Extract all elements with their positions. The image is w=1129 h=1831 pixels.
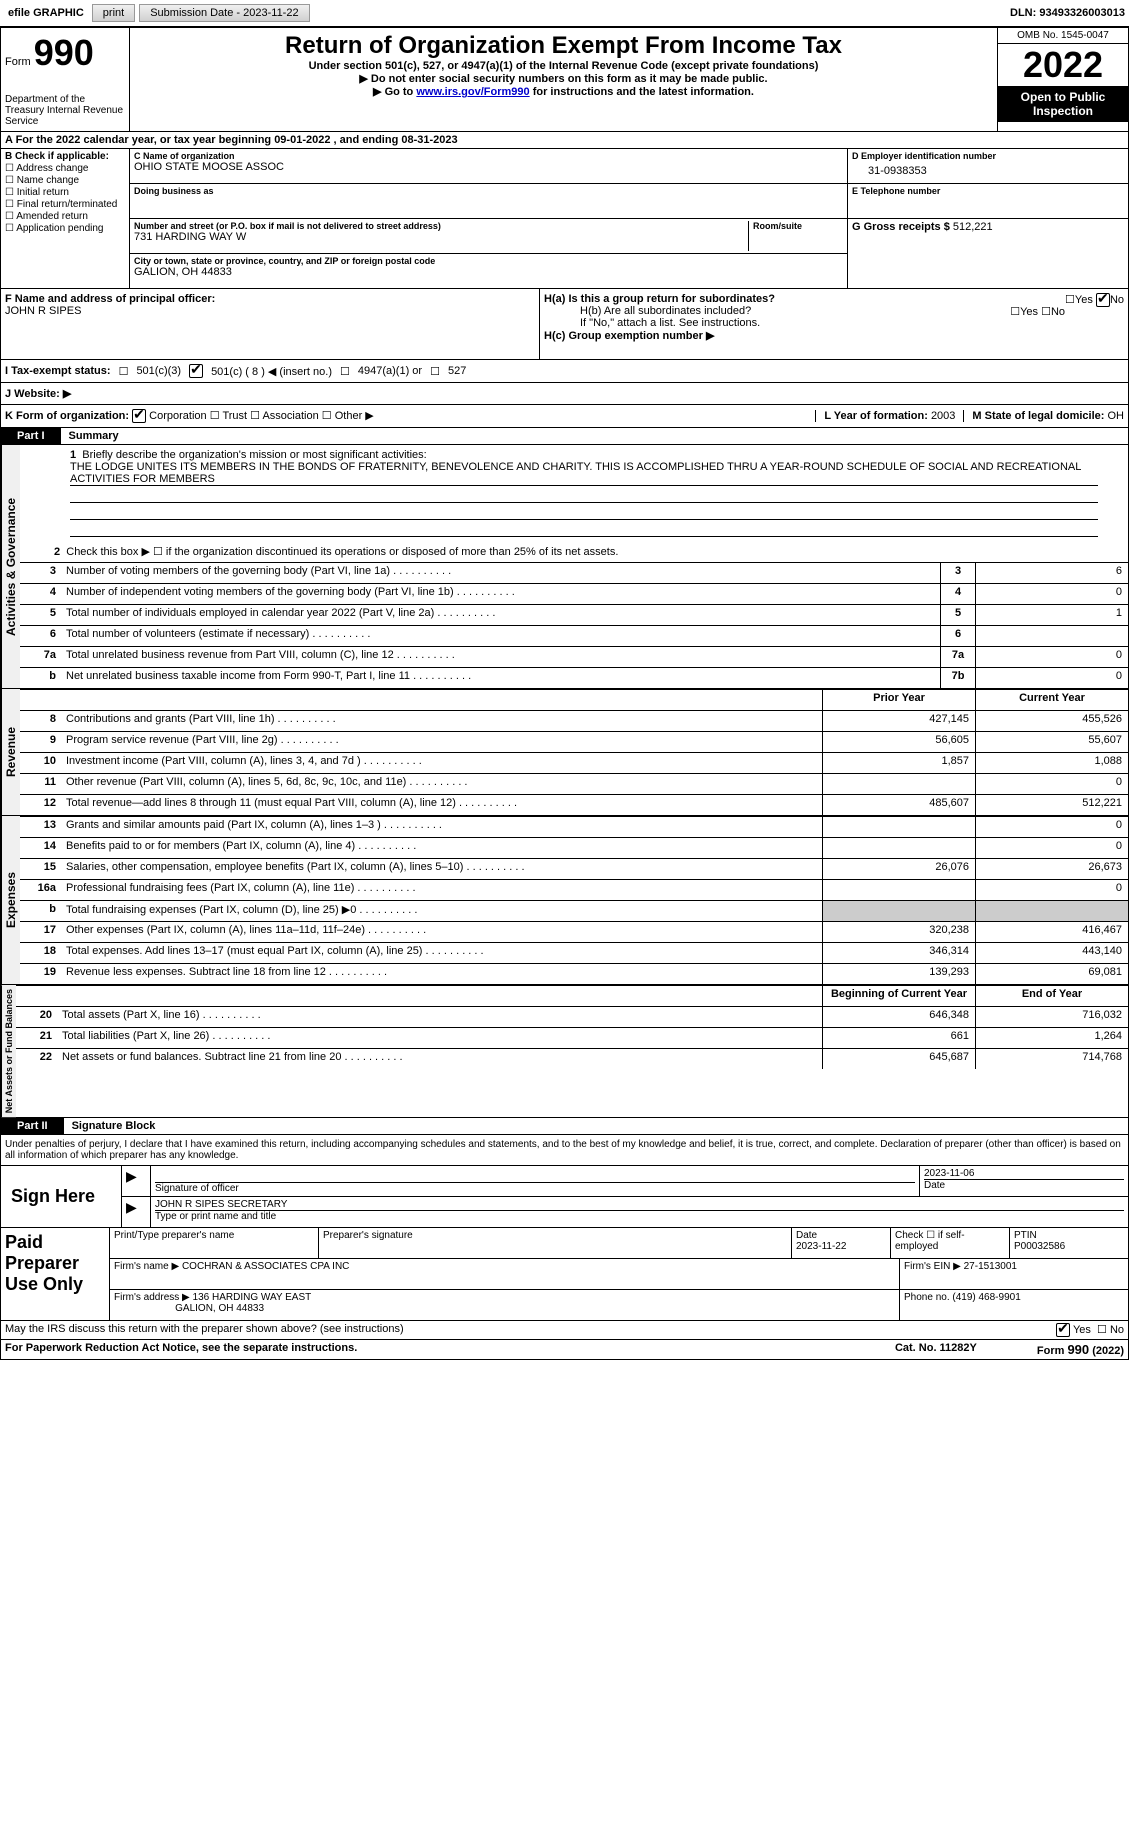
summary-line: 4Number of independent voting members of… [20, 583, 1128, 604]
signature-block: Under penalties of perjury, I declare th… [0, 1135, 1129, 1321]
org-name: OHIO STATE MOOSE ASSOC [134, 161, 843, 173]
part-2-header: Part II [1, 1118, 64, 1134]
line-k: K Form of organization: Corporation ☐ Tr… [0, 405, 1129, 428]
sidetab-revenue: Revenue [1, 689, 20, 815]
gross-receipts-label: G Gross receipts $ [852, 221, 953, 233]
line-j: J Website: ▶ [0, 383, 1129, 405]
summary-line: 19Revenue less expenses. Subtract line 1… [20, 963, 1128, 984]
org-info-column: C Name of organization OHIO STATE MOOSE … [130, 149, 847, 288]
summary-line: 22Net assets or fund balances. Subtract … [16, 1048, 1128, 1069]
form-header: Form 990 Department of the Treasury Inte… [0, 27, 1129, 132]
subtitle: Under section 501(c), 527, or 4947(a)(1)… [134, 60, 993, 72]
gross-receipts: 512,221 [953, 221, 993, 233]
summary-line: 14Benefits paid to or for members (Part … [20, 837, 1128, 858]
check-initial-return[interactable]: ☐ Initial return [5, 187, 125, 198]
check-b-column: B Check if applicable: ☐ Address change … [1, 149, 130, 288]
ein: 31-0938353 [852, 161, 1124, 177]
summary-line: 8Contributions and grants (Part VIII, li… [20, 710, 1128, 731]
efile-label: efile GRAPHIC [4, 7, 88, 19]
header-grid: B Check if applicable: ☐ Address change … [0, 149, 1129, 289]
check-final-return[interactable]: ☐ Final return/terminated [5, 199, 125, 210]
year-formation: 2003 [931, 410, 955, 422]
summary-line: 12Total revenue—add lines 8 through 11 (… [20, 794, 1128, 815]
mission-text: THE LODGE UNITES ITS MEMBERS IN THE BOND… [70, 461, 1098, 486]
form-number: 990 [34, 32, 94, 73]
summary-line: 21Total liabilities (Part X, line 26)661… [16, 1027, 1128, 1048]
firm-ein: 27-1513001 [964, 1261, 1017, 1272]
note-2: ▶ Go to www.irs.gov/Form990 for instruct… [134, 85, 993, 98]
summary-line: 17Other expenses (Part IX, column (A), l… [20, 921, 1128, 942]
check-application-pending[interactable]: ☐ Application pending [5, 223, 125, 234]
inspection-label: Open to Public Inspection [998, 86, 1128, 122]
sign-here-label: Sign Here [1, 1166, 122, 1227]
part-2-title: Signature Block [64, 1118, 1128, 1134]
part-1-title: Summary [61, 428, 1128, 444]
part-2: Part II Signature Block [0, 1118, 1129, 1135]
firm-name: COCHRAN & ASSOCIATES CPA INC [182, 1261, 349, 1272]
city-state-zip: GALION, OH 44833 [134, 266, 843, 278]
summary-line: 15Salaries, other compensation, employee… [20, 858, 1128, 879]
summary-line: 9Program service revenue (Part VIII, lin… [20, 731, 1128, 752]
submission-date-button[interactable]: Submission Date - 2023-11-22 [139, 4, 309, 22]
summary-line: 18Total expenses. Add lines 13–17 (must … [20, 942, 1128, 963]
check-501c[interactable] [189, 364, 203, 378]
summary-line: bTotal fundraising expenses (Part IX, co… [20, 900, 1128, 921]
summary-line: 5Total number of individuals employed in… [20, 604, 1128, 625]
summary-body: Activities & Governance 1 Briefly descri… [0, 445, 1129, 1118]
state-domicile: OH [1108, 410, 1125, 422]
may-discuss-row: May the IRS discuss this return with the… [0, 1321, 1129, 1340]
part-1: Part I Summary [0, 428, 1129, 445]
summary-line: 3Number of voting members of the governi… [20, 562, 1128, 583]
summary-line: 13Grants and similar amounts paid (Part … [20, 816, 1128, 837]
firm-address: 136 HARDING WAY EAST [193, 1292, 312, 1303]
summary-line: 10Investment income (Part VIII, column (… [20, 752, 1128, 773]
check-name-change[interactable]: ☐ Name change [5, 175, 125, 186]
check-corporation[interactable] [132, 409, 146, 423]
form-number-cell: Form 990 Department of the Treasury Inte… [1, 28, 130, 131]
summary-line: 20Total assets (Part X, line 16)646,3487… [16, 1006, 1128, 1027]
summary-line: 6Total number of volunteers (estimate if… [20, 625, 1128, 646]
line-a: A For the 2022 calendar year, or tax yea… [0, 132, 1129, 149]
summary-line: 11Other revenue (Part VIII, column (A), … [20, 773, 1128, 794]
top-toolbar: efile GRAPHIC print Submission Date - 20… [0, 0, 1129, 27]
section-f-h: F Name and address of principal officer:… [0, 289, 1129, 360]
summary-line: 16aProfessional fundraising fees (Part I… [20, 879, 1128, 900]
check-address-change[interactable]: ☐ Address change [5, 163, 125, 174]
dept-label: Department of the Treasury Internal Reve… [5, 94, 125, 127]
note-1: ▶ Do not enter social security numbers o… [134, 72, 993, 85]
officer-name: JOHN R SIPES SECRETARY [155, 1199, 287, 1210]
right-info-column: D Employer identification number 31-0938… [847, 149, 1128, 288]
tax-year: 2022 [998, 44, 1128, 86]
section-h: H(a) Is this a group return for subordin… [540, 289, 1128, 359]
summary-line: 7aTotal unrelated business revenue from … [20, 646, 1128, 667]
dln-label: DLN: 93493326003013 [1010, 7, 1125, 19]
title-cell: Return of Organization Exempt From Incom… [130, 28, 997, 131]
omb-number: OMB No. 1545-0047 [998, 28, 1128, 44]
instructions-link[interactable]: www.irs.gov/Form990 [416, 86, 529, 98]
footer: For Paperwork Reduction Act Notice, see … [0, 1340, 1129, 1360]
main-title: Return of Organization Exempt From Incom… [134, 32, 993, 60]
firm-phone: (419) 468-9901 [952, 1292, 1020, 1303]
check-amended-return[interactable]: ☐ Amended return [5, 211, 125, 222]
sig-declaration: Under penalties of perjury, I declare th… [1, 1135, 1128, 1165]
paid-preparer-label: Paid Preparer Use Only [1, 1228, 110, 1320]
part-1-header: Part I [1, 428, 61, 444]
sidetab-expenses: Expenses [1, 816, 20, 984]
principal-officer: JOHN R SIPES [5, 305, 81, 317]
print-button[interactable]: print [92, 4, 135, 22]
sidetab-activities: Activities & Governance [1, 445, 20, 688]
street-address: 731 HARDING WAY W [134, 231, 744, 243]
ptin: P00032586 [1014, 1241, 1065, 1252]
discuss-yes[interactable] [1056, 1323, 1070, 1337]
form-word: Form [5, 56, 31, 68]
sidetab-netassets: Net Assets or Fund Balances [1, 985, 16, 1117]
year-cell: OMB No. 1545-0047 2022 Open to Public In… [997, 28, 1128, 131]
summary-line: bNet unrelated business taxable income f… [20, 667, 1128, 688]
line-i: I Tax-exempt status: ☐ 501(c)(3) 501(c) … [0, 360, 1129, 383]
